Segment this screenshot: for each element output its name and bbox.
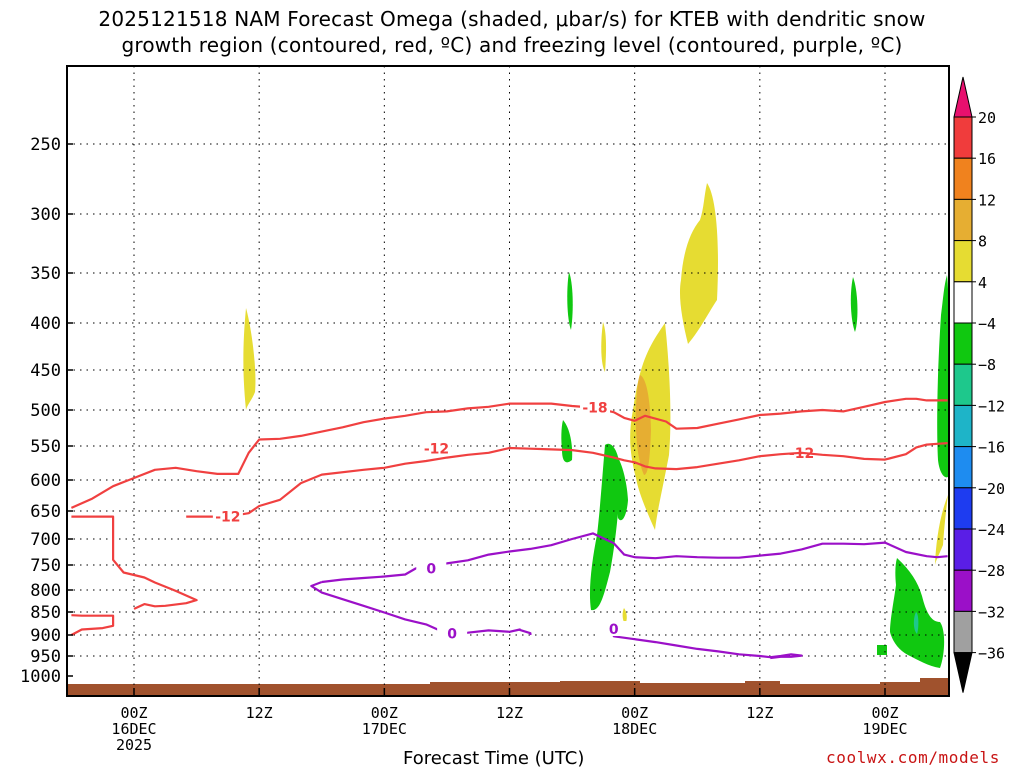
x-tick-label-48-0: 00Z (621, 704, 648, 722)
x-axis-title: Forecast Time (UTC) (403, 748, 585, 769)
omega-fill-rise-area-1 (243, 308, 256, 410)
chart-title-line-1: 2025121518 NAM Forecast Omega (shaded, μ… (98, 7, 926, 31)
y-tick-label-450: 450 (30, 361, 61, 381)
colorbar-bin-6 (953, 322, 973, 365)
x-tick-label-0-1: 16DEC (111, 720, 156, 738)
y-tick-label-900: 900 (30, 626, 61, 646)
contour-label-dgz-minus12-core: -12 (215, 510, 240, 526)
colorbar-bin-3 (953, 198, 973, 242)
colorbar-bin-8 (953, 404, 973, 448)
omega-fill-sink-area-6-core (913, 612, 919, 634)
colorbar-label-6: −8 (978, 356, 996, 374)
x-tick-label-48-1: 18DEC (612, 720, 657, 738)
contour-freezing-level-0-lower (310, 580, 532, 635)
y-tick-label-250: 250 (30, 135, 61, 155)
contour-dgz-minus12-main (71, 515, 198, 610)
y-tick-label-550: 550 (30, 437, 61, 457)
y-tick-label-500: 500 (30, 401, 61, 421)
colorbar-bin-5 (953, 281, 973, 324)
y-tick-label-350: 350 (30, 264, 61, 284)
x-tick-label-0-2: 2025 (116, 736, 152, 754)
colorbar-label-8: −16 (978, 439, 1005, 457)
contour-label-bg (580, 399, 611, 415)
x-tick-label-60-0: 12Z (746, 704, 773, 722)
x-tick-label-72-0: 00Z (871, 704, 898, 722)
omega-fill-rise-area-2-core (635, 375, 651, 475)
y-tick-label-800: 800 (30, 581, 61, 601)
colorbar-bin-7 (953, 363, 973, 406)
colorbar-bin-9 (953, 446, 973, 489)
colorbar-label-12: −32 (978, 603, 1005, 621)
y-tick-label-1000: 1000 (20, 667, 61, 687)
x-tick-label-24-1: 17DEC (362, 720, 407, 738)
y-tick-label-950: 950 (30, 647, 61, 667)
chart-title-line-2: growth region (contoured, red, ºC) and f… (121, 33, 903, 57)
y-tick-label-700: 700 (30, 530, 61, 550)
contour-label-freezing-level-0: 0 (426, 562, 436, 578)
colorbar-label-11: −28 (978, 562, 1005, 580)
colorbar-bottom-arrow (953, 652, 973, 693)
colorbar-bin-2 (953, 157, 973, 200)
x-tick-label-0-0: 00Z (120, 704, 147, 722)
omega-fill-rise-area-4 (601, 322, 607, 372)
colorbar-bin-11 (953, 528, 973, 571)
omega-fill-sink-area-5 (850, 277, 858, 332)
omega-fill-sink-area-7 (877, 645, 887, 655)
colorbar-bin-10 (953, 487, 973, 530)
omega-fill-sink-area-4 (567, 272, 573, 330)
surface-terrain (67, 678, 949, 696)
y-tick-label-650: 650 (30, 502, 61, 522)
colorbar-bin-4 (953, 240, 973, 283)
contour-label-bg (437, 625, 468, 641)
contour-label-bg (421, 440, 452, 456)
contour-label-dgz-minus12: -12 (424, 442, 449, 458)
y-tick-label-600: 600 (30, 471, 61, 491)
x-tick-label-72-1: 19DEC (862, 720, 907, 738)
contour-label-freezing-level-0-surface: 0 (609, 622, 619, 638)
contour-dgz-minus12 (70, 614, 115, 636)
contour-dgz-minus12-core (186, 442, 948, 518)
omega-fill-rise-area-6 (622, 608, 627, 624)
colorbar-label-5: −4 (978, 315, 996, 333)
colorbar-bin-13 (953, 610, 973, 654)
colorbar-label-0: 20 (978, 109, 996, 127)
y-tick-label-850: 850 (30, 603, 61, 623)
omega-fill-sink-area-6 (890, 558, 945, 668)
colorbar-label-4: 4 (978, 274, 987, 292)
contour-label-dgz-minus18: -18 (582, 401, 607, 417)
colorbar-top-arrow (953, 76, 973, 118)
x-tick-label-24-0: 00Z (371, 704, 398, 722)
x-tick-label-36-0: 12Z (496, 704, 523, 722)
colorbar-label-7: −12 (978, 397, 1005, 415)
contour-label-bg (416, 560, 447, 576)
colorbar-label-9: −20 (978, 480, 1005, 498)
colorbar-label-10: −24 (978, 521, 1005, 539)
x-tick-label-12-0: 12Z (246, 704, 273, 722)
colorbar-label-2: 12 (978, 191, 996, 209)
omega-fills (243, 183, 950, 668)
omega-fill-rise-area-5 (935, 495, 948, 565)
y-tick-label-300: 300 (30, 205, 61, 225)
contour-label-bg (598, 621, 629, 637)
colorbar-label-3: 8 (978, 233, 987, 251)
omega-fill-rise-area-3 (679, 183, 718, 344)
y-tick-label-750: 750 (30, 556, 61, 576)
contour-dgz-minus18 (70, 397, 948, 509)
contour-label-freezing-level-0-lower: 0 (447, 627, 457, 643)
colorbar-bin-1 (953, 116, 973, 159)
contour-label-bg (212, 508, 243, 524)
omega-fill-sink-area-3 (561, 420, 573, 463)
omega-fill-sink-area-1b (615, 455, 628, 521)
colorbar-bin-12 (953, 569, 973, 612)
credit-text[interactable]: coolwx.com/models (826, 748, 1000, 767)
omega-fill-sink-area-2 (937, 275, 950, 478)
omega-fill-sink-area-1 (589, 443, 620, 611)
colorbar-label-1: 16 (978, 150, 996, 168)
colorbar-label-13: −36 (978, 645, 1005, 663)
contour-freezing-level-0-surface (612, 629, 803, 660)
y-tick-label-400: 400 (30, 314, 61, 334)
plot-frame (66, 65, 950, 697)
